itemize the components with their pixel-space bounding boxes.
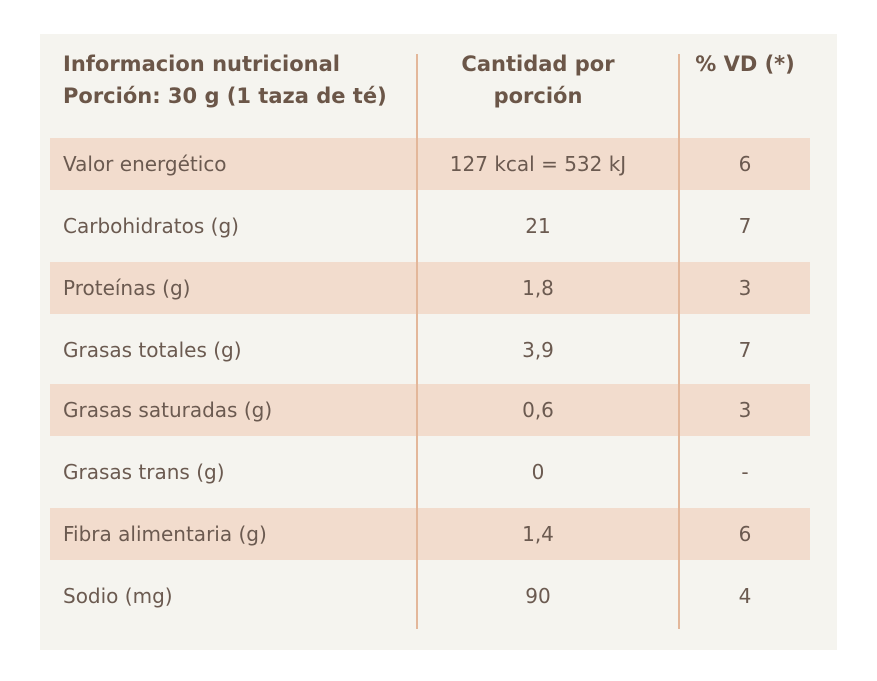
nutrient-quantity: 1,8 — [522, 276, 554, 300]
nutrient-quantity: 0,6 — [522, 398, 554, 422]
table-row: Grasas trans (g) 0 - — [50, 446, 810, 498]
nutrient-daily-value: 6 — [738, 152, 752, 176]
nutrient-quantity: 90 — [525, 584, 551, 608]
nutrient-daily-value: 4 — [738, 584, 752, 608]
nutrient-daily-value: - — [741, 460, 749, 484]
table-row: Carbohidratos (g) 21 7 — [50, 200, 810, 252]
column-divider — [678, 54, 680, 629]
nutrient-daily-value: 3 — [738, 398, 752, 422]
table-row: Sodio (mg) 90 4 — [50, 570, 810, 622]
nutrient-daily-value: 6 — [738, 522, 752, 546]
header-quantity-line1: Cantidad por — [461, 52, 615, 76]
nutrient-name: Fibra alimentaria (g) — [63, 522, 267, 546]
table-row: Grasas totales (g) 3,9 7 — [50, 324, 810, 376]
nutrient-name: Proteínas (g) — [63, 276, 191, 300]
table-row: Fibra alimentaria (g) 1,4 6 — [50, 508, 810, 560]
nutrient-name: Grasas totales (g) — [63, 338, 242, 362]
nutrient-name: Sodio (mg) — [63, 584, 173, 608]
nutrient-quantity: 21 — [525, 214, 551, 238]
table-row: Grasas saturadas (g) 0,6 3 — [50, 384, 810, 436]
nutrient-daily-value: 7 — [738, 214, 752, 238]
nutrient-name: Carbohidratos (g) — [63, 214, 239, 238]
nutrient-daily-value: 3 — [738, 276, 752, 300]
table-row: Proteínas (g) 1,8 3 — [50, 262, 810, 314]
header-serving: Porción: 30 g (1 taza de té) — [63, 84, 387, 108]
nutrient-daily-value: 7 — [738, 338, 752, 362]
nutrient-name: Grasas saturadas (g) — [63, 398, 273, 422]
header-title: Informacion nutricional — [63, 52, 340, 76]
nutrient-name: Grasas trans (g) — [63, 460, 225, 484]
nutrition-table: Informacion nutricional Porción: 30 g (1… — [40, 34, 837, 650]
table-header: Informacion nutricional Porción: 30 g (1… — [40, 34, 837, 130]
nutrient-quantity: 1,4 — [522, 522, 554, 546]
column-divider — [416, 54, 418, 629]
nutrient-quantity: 3,9 — [522, 338, 554, 362]
nutrient-name: Valor energético — [63, 152, 227, 176]
nutrient-quantity: 0 — [531, 460, 545, 484]
header-quantity-line2: porción — [493, 84, 583, 108]
header-daily-value: % VD (*) — [695, 52, 795, 76]
header-quantity: Cantidad por porción — [418, 48, 658, 112]
header-info: Informacion nutricional Porción: 30 g (1… — [63, 48, 387, 112]
table-row: Valor energético 127 kcal = 532 kJ 6 — [50, 138, 810, 190]
nutrient-quantity: 127 kcal = 532 kJ — [449, 152, 627, 176]
